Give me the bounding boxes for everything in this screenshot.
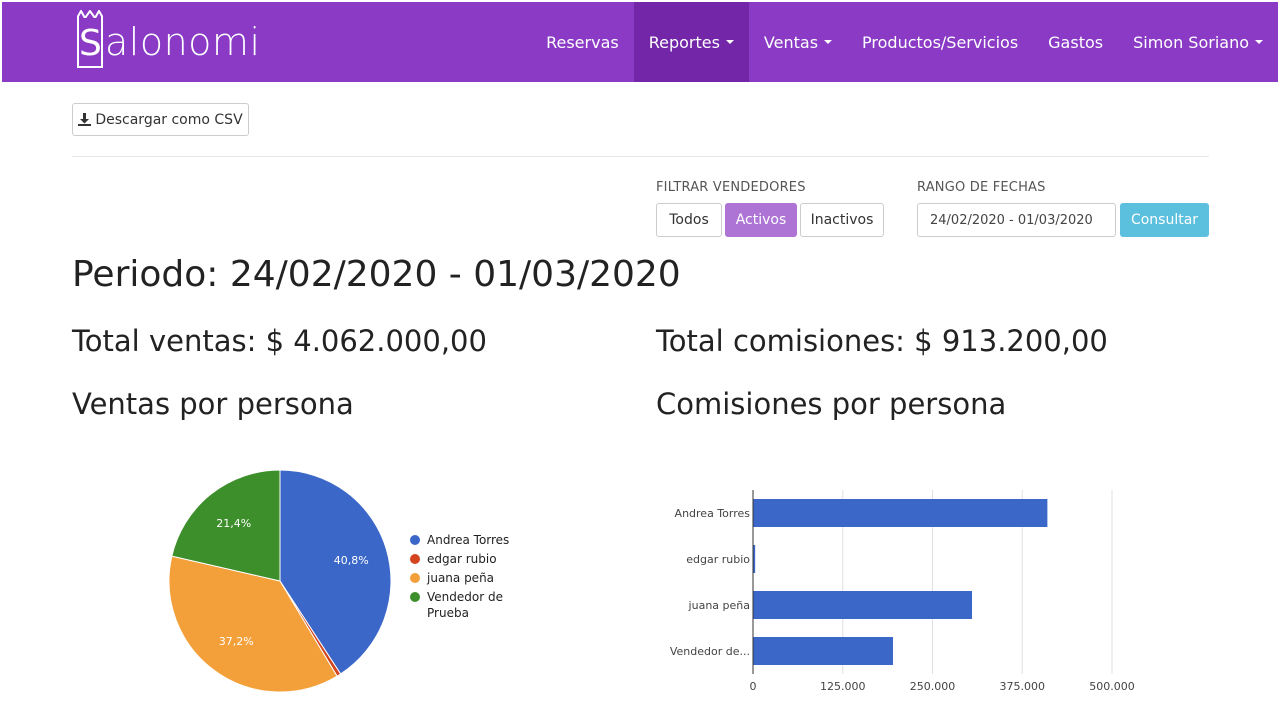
x-tick-label: 375.000 xyxy=(1000,680,1046,693)
brand-logo[interactable]: S alonomi xyxy=(77,10,261,70)
bar-3[interactable] xyxy=(753,637,894,665)
main-nav: Reservas Reportes Ventas Productos/Servicio… xyxy=(531,2,1278,82)
period-heading: Periodo: 24/02/2020 - 01/03/2020 xyxy=(72,254,681,295)
caret-down-icon xyxy=(725,40,734,44)
x-tick-label: 125.000 xyxy=(820,680,866,693)
brand-name: alonomi xyxy=(105,20,261,64)
pie-data-label: 37,2% xyxy=(219,635,254,648)
legend-entry: edgar rubio xyxy=(427,552,497,566)
nav-item-simon-soriano[interactable]: Simon Soriano xyxy=(1118,2,1278,82)
x-tick-label: 500.000 xyxy=(1089,680,1135,693)
navbar: S alonomi Reservas Reportes Ventas Producto… xyxy=(2,2,1278,82)
pie-slice-3[interactable] xyxy=(171,469,281,582)
download-csv-label: Descargar como CSV xyxy=(95,111,243,128)
divider xyxy=(72,156,1209,157)
legend-entry: juana peña xyxy=(426,571,494,585)
nav-item-label: Simon Soriano xyxy=(1133,32,1249,52)
legend-marker xyxy=(410,592,420,602)
bar-1[interactable] xyxy=(753,545,756,573)
category-label: Vendedor de... xyxy=(670,645,750,658)
date-range-input[interactable]: 24/02/2020 - 01/03/2020 xyxy=(917,203,1116,237)
download-csv-button[interactable]: Descargar como CSV xyxy=(72,103,249,136)
date-range-label: RANGO DE FECHAS xyxy=(917,180,1046,195)
filter-inactivos-button[interactable]: Inactivos xyxy=(800,203,884,237)
bar-0[interactable] xyxy=(753,499,1048,527)
nav-item-label: Productos/Servicios xyxy=(862,32,1019,52)
consultar-button[interactable]: Consultar xyxy=(1120,203,1209,237)
legend-entry: Andrea Torres xyxy=(427,533,509,547)
nav-item-productos-servicios[interactable]: Productos/Servicios xyxy=(847,2,1033,82)
filter-vendors-label: FILTRAR VENDEDORES xyxy=(656,180,806,195)
pie-data-label: 40,8% xyxy=(334,554,369,567)
nav-item-reservas[interactable]: Reservas xyxy=(531,2,634,82)
nav-item-label: Ventas xyxy=(763,32,819,52)
nav-item-label: Reportes xyxy=(648,32,720,52)
category-label: juana peña xyxy=(688,599,750,612)
brand-mark-letter: S xyxy=(79,23,102,64)
caret-down-icon xyxy=(1255,40,1263,44)
legend-marker xyxy=(410,573,420,583)
total-sales: Total ventas: $ 4.062.000,00 xyxy=(72,324,487,358)
nav-item-label: Reservas xyxy=(546,32,619,52)
filter-todos-button[interactable]: Todos xyxy=(656,203,722,237)
category-label: edgar rubio xyxy=(686,553,750,566)
pie-data-label: 21,4% xyxy=(216,517,251,530)
nav-item-gastos[interactable]: Gastos xyxy=(1033,2,1118,82)
total-commissions: Total comisiones: $ 913.200,00 xyxy=(656,324,1108,358)
nav-item-ventas[interactable]: Ventas xyxy=(749,2,847,82)
category-label: Andrea Torres xyxy=(675,507,751,520)
nav-item-label: Gastos xyxy=(1048,32,1104,52)
sales-by-person-title: Ventas por persona xyxy=(72,387,354,421)
legend-entry: Vendedor de Prueba xyxy=(427,590,503,620)
commissions-bar-chart: 0 125.000 250.000 375.000 500.000 Andrea Torr… xyxy=(670,490,1135,693)
nav-item-reportes[interactable]: Reportes xyxy=(633,2,749,82)
legend-marker xyxy=(410,535,420,545)
caret-down-icon xyxy=(824,40,833,44)
x-tick-label: 0 xyxy=(750,680,757,693)
legend-marker xyxy=(410,554,420,564)
sales-pie-chart: 40,8% 37,2% 21,4% Andrea Torres edgar rubio j… xyxy=(168,469,509,693)
bar-2[interactable] xyxy=(753,591,972,619)
x-tick-label: 250.000 xyxy=(910,680,956,693)
filter-activos-button[interactable]: Activos xyxy=(725,203,797,237)
receipt-logo-icon: S xyxy=(77,10,103,68)
commissions-by-person-title: Comisiones por persona xyxy=(656,387,1007,421)
download-icon xyxy=(78,113,92,126)
pie-slice-2[interactable] xyxy=(168,555,338,693)
